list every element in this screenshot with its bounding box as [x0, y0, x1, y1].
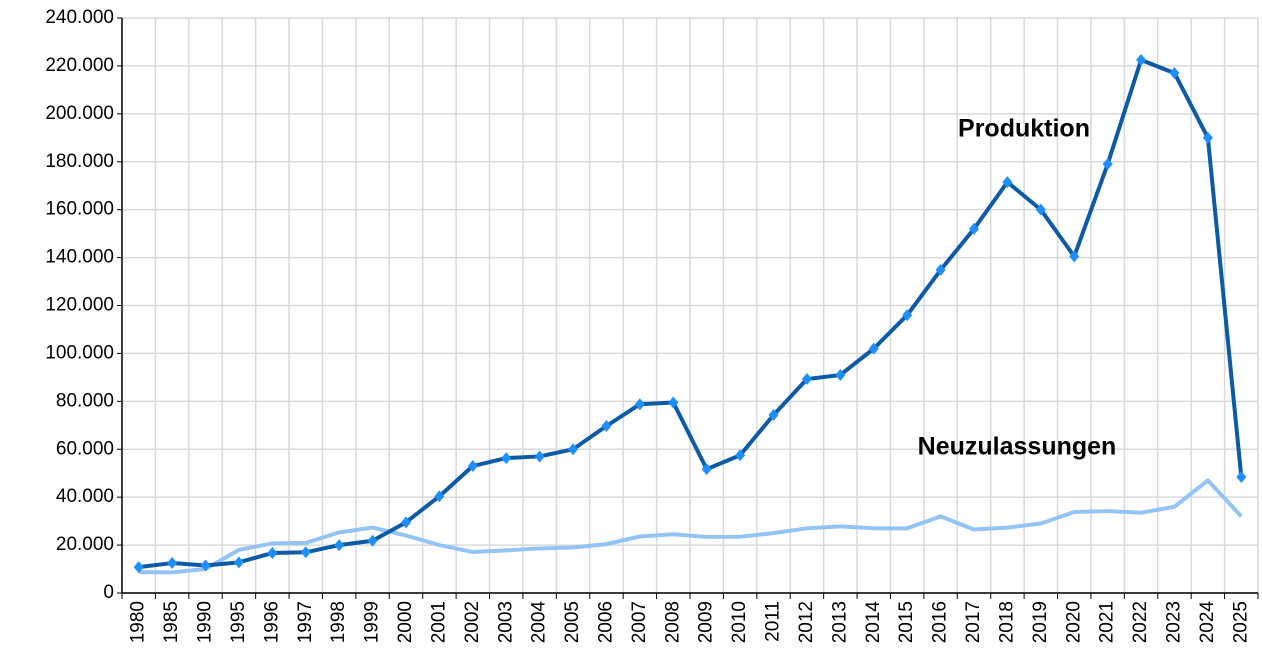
y-tick-label: 240.000 [45, 7, 114, 28]
x-tick-label: 2005 [562, 601, 583, 643]
marker [1035, 203, 1046, 216]
marker [200, 559, 211, 572]
marker [1202, 131, 1213, 144]
y-tick-label: 20.000 [56, 534, 114, 555]
marker [300, 546, 311, 559]
x-tick-label: 2019 [1030, 601, 1051, 643]
marker [501, 452, 512, 465]
marker [133, 561, 144, 574]
x-tick-label: 2014 [863, 601, 884, 644]
x-tick-label: 1980 [128, 601, 149, 643]
marker [568, 443, 579, 456]
marker [835, 368, 846, 381]
marker [801, 373, 812, 386]
series-line [138, 57, 1244, 570]
x-tick-label: 2025 [1230, 601, 1251, 643]
x-tick-label: 2017 [963, 601, 984, 643]
marker [969, 222, 979, 235]
y-tick-label: 220.000 [45, 55, 114, 76]
marker [1069, 250, 1080, 263]
y-tick-label: 140.000 [45, 247, 114, 268]
marker [534, 450, 545, 463]
x-tick-label: 2011 [763, 601, 784, 642]
x-tick-label: 2024 [1197, 601, 1218, 644]
x-tick-label: 2018 [996, 601, 1017, 643]
x-tick-label: 1985 [161, 601, 182, 643]
x-tick-label: 2012 [796, 601, 817, 643]
y-tick-label: 40.000 [56, 486, 114, 507]
y-tick-label: 80.000 [56, 390, 114, 411]
x-tick-label: 2013 [829, 601, 850, 643]
marker [367, 534, 378, 547]
x-tick-label: 1997 [295, 601, 316, 643]
x-tick-label: 1998 [328, 601, 349, 643]
x-tick-label: 2016 [930, 601, 951, 643]
marker [735, 449, 746, 462]
marker [868, 342, 879, 355]
series-label: Neuzulassungen [918, 433, 1117, 461]
x-tick-label: 2006 [595, 601, 616, 643]
marker [467, 460, 478, 473]
x-tick-label: 2020 [1063, 601, 1084, 643]
y-tick-label: 60.000 [56, 438, 114, 459]
marker [167, 557, 178, 570]
marker [701, 463, 712, 476]
x-tick-label: 2009 [696, 601, 717, 643]
x-tick-label: 2004 [529, 601, 550, 644]
marker [1002, 176, 1013, 189]
x-tick-label: 1995 [228, 601, 249, 643]
marker [1236, 471, 1247, 484]
x-tick-label: 1990 [195, 601, 216, 643]
x-tick-label: 2007 [629, 601, 650, 643]
marker [233, 556, 244, 569]
x-tick-label: 2008 [662, 601, 683, 643]
y-tick-label: 200.000 [45, 103, 114, 124]
y-tick-label: 120.000 [45, 295, 114, 316]
marker [1169, 67, 1180, 80]
x-tick-label: 2000 [395, 601, 416, 643]
marker [935, 264, 946, 277]
x-tick-label: 2021 [1097, 601, 1118, 643]
y-tick-label: 180.000 [45, 151, 114, 172]
x-tick-label: 2023 [1163, 601, 1184, 643]
x-tick-label: 2010 [729, 601, 750, 643]
x-tick-label: 2015 [896, 601, 917, 643]
x-tick-label: 2001 [428, 601, 449, 643]
marker [1102, 158, 1113, 171]
marker [634, 398, 645, 411]
marker [434, 490, 445, 503]
y-tick-label: 0 [103, 582, 114, 603]
marker [267, 546, 278, 559]
series-label: Produktion [958, 115, 1090, 143]
marker [601, 420, 612, 433]
y-tick-label: 100.000 [45, 342, 114, 363]
marker [668, 396, 679, 409]
x-tick-label: 1999 [362, 601, 383, 643]
x-tick-label: 1996 [261, 601, 282, 643]
y-tick-label: 160.000 [45, 199, 114, 220]
x-tick-label: 2002 [462, 601, 483, 643]
x-tick-label: 2022 [1130, 601, 1151, 643]
marker [401, 516, 411, 529]
marker [1136, 53, 1147, 66]
marker [768, 408, 779, 421]
marker [902, 309, 913, 322]
marker [334, 539, 345, 552]
series-line [138, 478, 1243, 575]
x-tick-label: 2003 [495, 601, 516, 643]
